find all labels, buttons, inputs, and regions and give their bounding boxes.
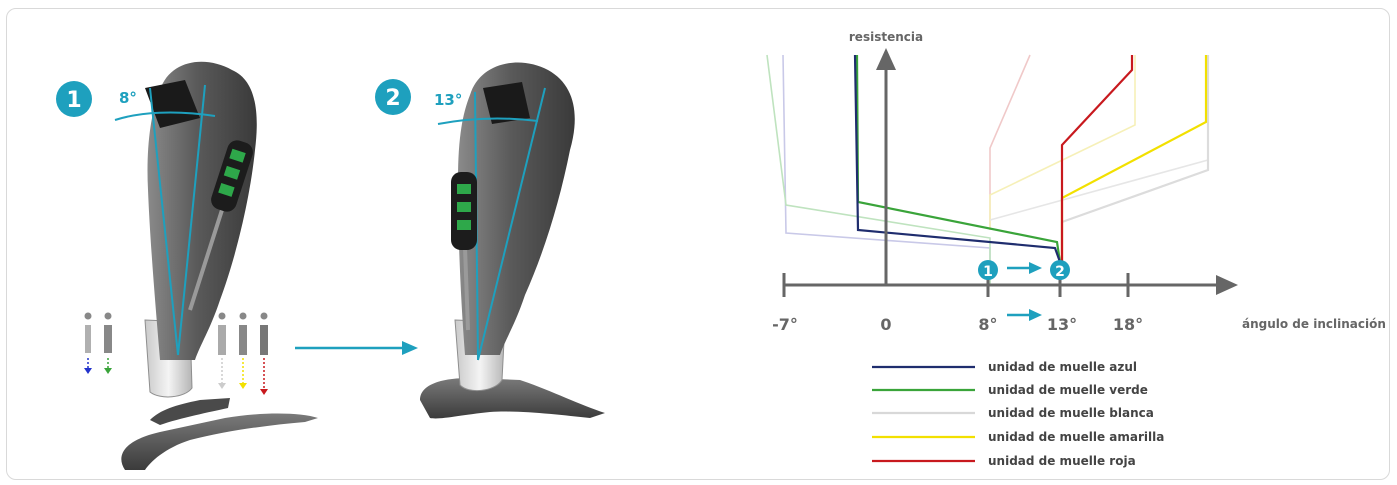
resistance-graph: resistencia ángulo de inclinación -7° 0 … (766, 30, 1386, 334)
svg-text:1: 1 (983, 264, 993, 280)
shift-arrow-on-axis (1007, 262, 1042, 274)
curve-faded-green (766, 54, 991, 285)
legend-label: unidad de muelle blanca (988, 406, 1154, 420)
angle-arc (114, 111, 216, 121)
pyramid-adapter (145, 80, 200, 128)
curve-red (1060, 55, 1134, 262)
arrow-down-icon (239, 383, 247, 389)
tick-label: 0 (880, 315, 891, 334)
y-axis-label: resistencia (849, 30, 923, 44)
arrow-right-icon (1029, 309, 1042, 321)
step1-number: 1 (66, 88, 81, 113)
arrow-down-icon (260, 389, 268, 395)
pyramid-adapter (483, 82, 530, 124)
reference-line-vertical (149, 87, 179, 356)
tick-label: 8° (978, 315, 997, 334)
tick-label: 13° (1047, 315, 1077, 334)
curve-yellow (1060, 55, 1208, 262)
arrow-down-icon (104, 368, 112, 374)
prosthesis-step1 (114, 61, 318, 470)
curve-faded-red (989, 54, 1031, 230)
angle-arc (437, 117, 539, 125)
reference-line-angled (177, 84, 206, 356)
carbon-blade (147, 61, 257, 360)
tick-label: 18° (1113, 315, 1143, 334)
x-axis-label: ángulo de inclinación (1242, 317, 1386, 331)
step2-angle: 13° (434, 91, 462, 109)
step1-angle: 8° (119, 89, 137, 107)
reference-line-angled (477, 87, 546, 361)
legend-label: unidad de muelle roja (988, 454, 1136, 468)
legend-label: unidad de muelle azul (988, 360, 1137, 374)
transition-arrow (295, 341, 418, 355)
arrow-right-icon (1029, 262, 1042, 274)
screwdriver-step1 (188, 140, 253, 311)
spring-units-step1 (84, 312, 268, 395)
step2-badge: 2 (375, 79, 411, 115)
step2-number: 2 (385, 86, 400, 111)
arrow-down-icon (84, 368, 92, 374)
svg-text:2: 2 (1055, 264, 1065, 280)
shift-arrow-below-axis (1007, 309, 1042, 321)
legend: unidad de muelle azul unidad de muelle v… (872, 360, 1164, 468)
graph-marker-2: 2 (1050, 260, 1070, 280)
foot-heel (150, 398, 230, 425)
prosthesis-step2 (420, 62, 605, 419)
legend-label: unidad de muelle verde (988, 383, 1148, 397)
arrow-right-icon (402, 341, 418, 355)
curve-green (855, 54, 1062, 263)
curve-blue (853, 54, 1062, 263)
screwdriver-step2 (451, 172, 477, 331)
step1-badge: 1 (56, 81, 92, 117)
x-axis-arrow-icon (1216, 275, 1238, 295)
foot-plate (420, 378, 605, 419)
graph-marker-1: 1 (978, 260, 998, 280)
arrow-down-icon (218, 383, 226, 389)
carbon-blade (458, 62, 575, 356)
foot-plate (121, 413, 318, 470)
y-axis-arrow-icon (876, 48, 896, 70)
tick-label: -7° (772, 315, 798, 334)
legend-label: unidad de muelle amarilla (988, 430, 1164, 444)
